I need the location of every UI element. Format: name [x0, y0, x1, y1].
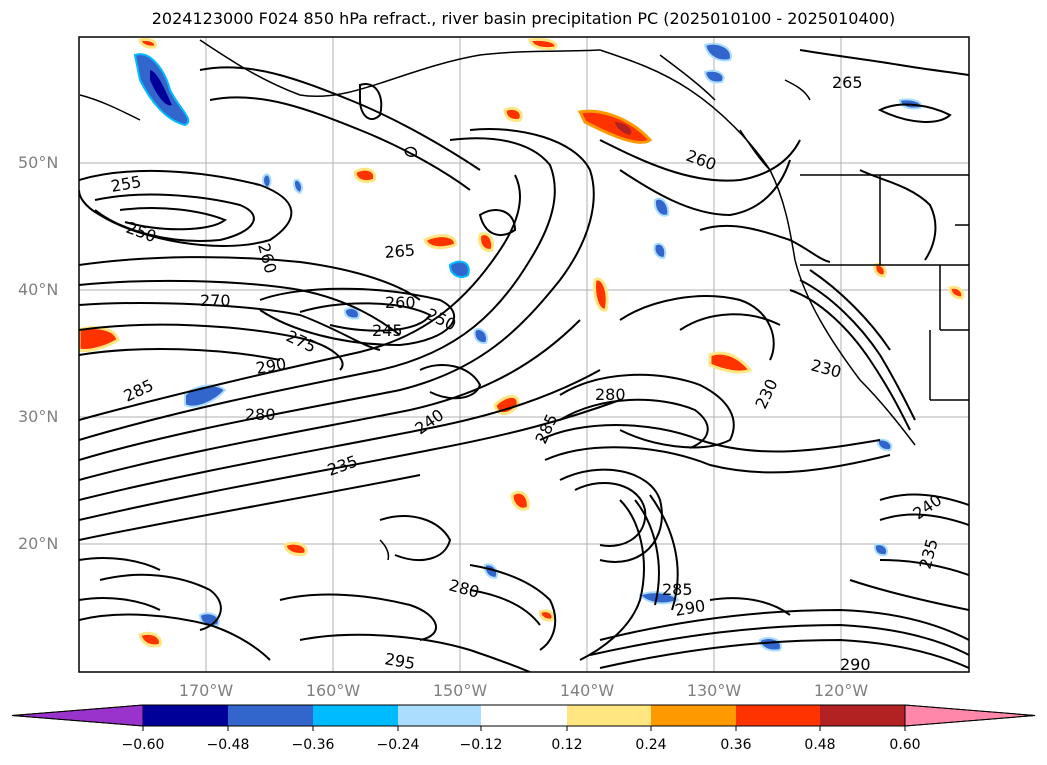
lat-label-30n: 30°N — [18, 407, 59, 426]
contour-label: 265 — [832, 73, 863, 92]
colorbar-segment — [736, 705, 820, 726]
contour-label: 265 — [384, 240, 416, 262]
colorbar-segment — [481, 705, 567, 726]
contour-label: 285 — [662, 580, 693, 599]
colorbar-tick-label: −0.36 — [291, 737, 335, 753]
colorbar-tick-label: 0.24 — [635, 737, 667, 753]
lat-label-40n: 40°N — [18, 280, 59, 299]
colorbar-tick-label: −0.48 — [206, 737, 250, 753]
colorbar-tick-label: 0.60 — [889, 737, 921, 753]
lat-label-20n: 20°N — [18, 534, 59, 553]
colorbar-tick-label: 0.48 — [804, 737, 836, 753]
contour-label: 245 — [372, 321, 403, 340]
colorbar-extend-right — [904, 704, 1036, 727]
colorbar-segment — [228, 705, 313, 726]
refractivity-contours — [79, 49, 969, 672]
contour-label: 280 — [595, 385, 626, 404]
contour-label: 260 — [385, 293, 416, 312]
colorbar-extend-left — [11, 704, 144, 727]
lon-label-160w: 160°W — [305, 681, 361, 700]
colorbar-segment — [313, 705, 398, 726]
colorbar-segment — [143, 705, 228, 726]
lat-label-50n: 50°N — [18, 153, 59, 172]
lon-label-140w: 140°W — [559, 681, 615, 700]
lon-label-150w: 150°W — [432, 681, 488, 700]
colorbar-tick-label: −0.24 — [376, 737, 420, 753]
colorbar-segment — [820, 705, 905, 726]
coastlines — [79, 39, 969, 561]
colorbar-segment — [398, 705, 481, 726]
contour-label: 280 — [245, 405, 276, 424]
precip-negative-patches — [133, 42, 923, 652]
map-title: 2024123000 F024 850 hPa refract., river … — [151, 9, 896, 28]
map-frame — [78, 36, 970, 673]
lon-label-130w: 130°W — [686, 681, 742, 700]
precip-positive-patches — [79, 38, 965, 648]
lon-label-170w: 170°W — [178, 681, 234, 700]
colorbar — [11, 704, 1036, 731]
colorbar-tick-label: 0.12 — [551, 737, 583, 753]
colorbar-segment — [651, 705, 736, 726]
lon-label-120w: 120°W — [813, 681, 869, 700]
colorbar-segment — [567, 705, 651, 726]
gridlines — [79, 37, 969, 672]
colorbar-tick-label: −0.12 — [459, 737, 503, 753]
colorbar-tick-label: 0.36 — [720, 737, 752, 753]
contour-label: 290 — [840, 655, 871, 674]
map-background — [79, 37, 969, 672]
colorbar-tick-label: −0.60 — [121, 737, 165, 753]
contour-label: 270 — [200, 291, 231, 310]
